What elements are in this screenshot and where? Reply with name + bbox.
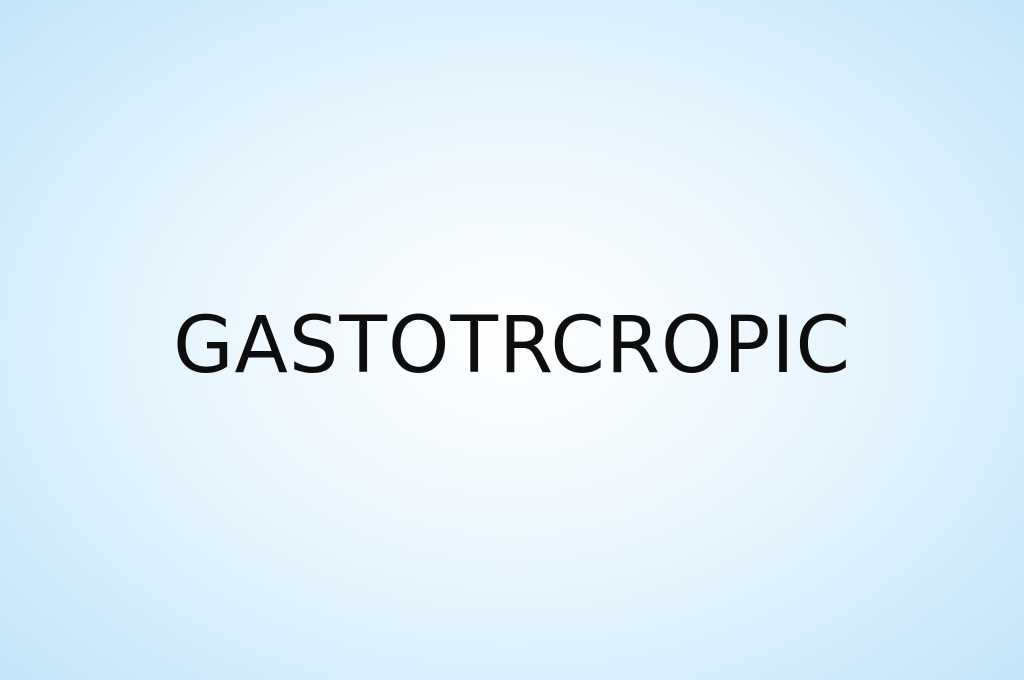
center-word: GASTOTRCROPIC bbox=[173, 301, 851, 391]
